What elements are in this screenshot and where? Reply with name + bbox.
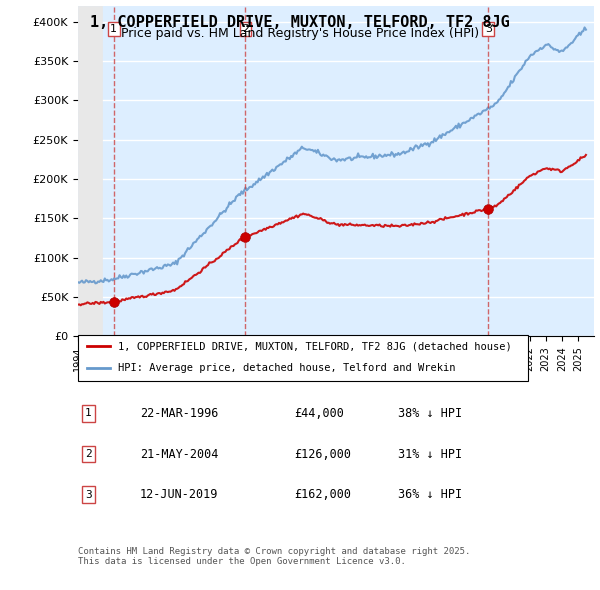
Text: Contains HM Land Registry data © Crown copyright and database right 2025.
This d: Contains HM Land Registry data © Crown c… [78,547,470,566]
Text: HPI: Average price, detached house, Telford and Wrekin: HPI: Average price, detached house, Telf… [119,363,456,373]
Text: £44,000: £44,000 [295,407,344,420]
Bar [78,6,102,336]
FancyBboxPatch shape [78,335,528,381]
Text: 21-MAY-2004: 21-MAY-2004 [140,448,218,461]
Text: 22-MAR-1996: 22-MAR-1996 [140,407,218,420]
Text: 1, COPPERFIELD DRIVE, MUXTON, TELFORD, TF2 8JG (detached house): 1, COPPERFIELD DRIVE, MUXTON, TELFORD, T… [119,341,512,351]
Text: 1: 1 [110,24,117,34]
Text: 36% ↓ HPI: 36% ↓ HPI [398,489,462,502]
Text: 2: 2 [85,449,92,459]
Text: 38% ↓ HPI: 38% ↓ HPI [398,407,462,420]
Text: 3: 3 [85,490,92,500]
Text: 1: 1 [85,408,92,418]
Text: £126,000: £126,000 [295,448,352,461]
Text: 1, COPPERFIELD DRIVE, MUXTON, TELFORD, TF2 8JG: 1, COPPERFIELD DRIVE, MUXTON, TELFORD, T… [90,15,510,30]
Text: 2: 2 [242,24,249,34]
Text: £162,000: £162,000 [295,489,352,502]
Text: 3: 3 [485,24,492,34]
Text: 31% ↓ HPI: 31% ↓ HPI [398,448,462,461]
Text: 12-JUN-2019: 12-JUN-2019 [140,489,218,502]
Text: Price paid vs. HM Land Registry's House Price Index (HPI): Price paid vs. HM Land Registry's House … [121,27,479,40]
